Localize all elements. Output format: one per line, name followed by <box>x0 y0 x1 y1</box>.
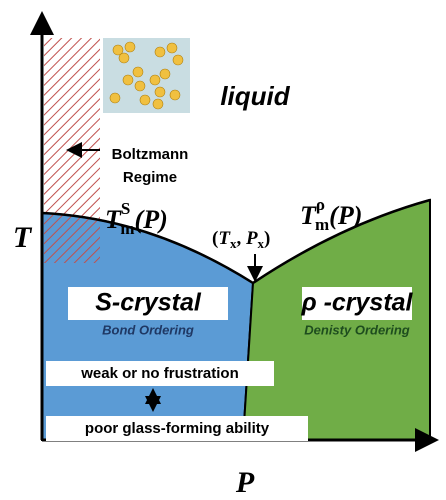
x-axis-label: P <box>235 466 255 499</box>
note: weak or no frustration <box>80 365 239 382</box>
label-part: m <box>120 219 134 238</box>
label-part: ) <box>264 228 270 249</box>
melting-curve <box>41 198 431 285</box>
label-box <box>68 287 228 320</box>
s-melting-label: TS m(P) <box>105 199 168 238</box>
label-part: ρ <box>316 195 325 214</box>
boltzmann-label: Boltzmann <box>112 146 189 163</box>
bond-ordering-label: Bond Ordering <box>102 322 194 337</box>
label-part: T <box>300 201 317 230</box>
label-part: S <box>121 199 130 218</box>
label-part: P <box>245 228 258 249</box>
note-box <box>46 361 274 386</box>
label-part: T <box>105 205 122 234</box>
label-box <box>302 287 412 320</box>
liquid-label: liquid <box>220 81 290 111</box>
note: poor glass-forming ability <box>85 420 270 437</box>
y-axis-label: T <box>13 221 33 254</box>
label-part: (P) <box>329 201 362 230</box>
density-ordering-label: Denisty Ordering <box>304 322 410 337</box>
label-part: , <box>236 228 246 249</box>
inset-image <box>103 38 190 113</box>
crossing-label: (Tx, Px) <box>212 228 270 251</box>
label-part: x <box>258 236 265 251</box>
boltzmann-label: Regime <box>123 169 177 186</box>
label-part: m <box>315 215 329 234</box>
s-crystal-label: S-crystal <box>95 289 202 317</box>
label-part: ( <box>212 228 218 249</box>
label-part: (P) <box>135 205 168 234</box>
note-box <box>46 416 308 441</box>
label-part: T <box>218 228 231 249</box>
label-part: x <box>230 236 237 251</box>
rho-crystal-label: ρ -crystal <box>300 289 413 317</box>
rho-melting-label: Tρ m(P) <box>300 195 362 234</box>
